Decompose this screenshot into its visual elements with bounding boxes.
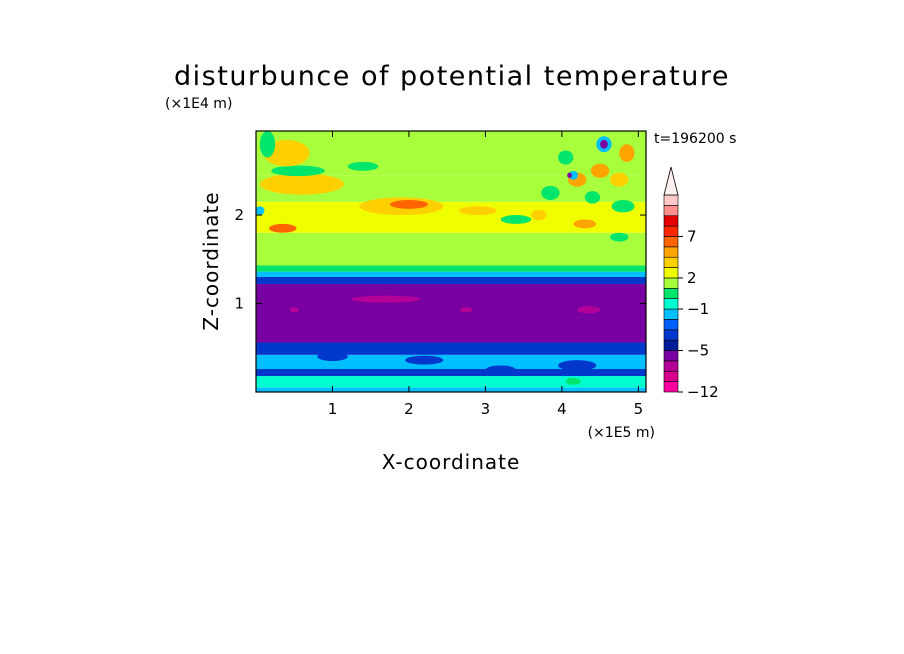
x-axis-label: X-coordinate [382,450,521,474]
field-band [256,265,646,272]
field-feature [573,219,597,229]
x-tick-label: 2 [404,400,414,418]
contour-plot-area [256,131,646,392]
y-tick-label: 2 [234,206,244,224]
field-feature [558,150,574,165]
colorbar-tick-label: 7 [687,227,697,245]
colorbar-swatch [663,298,679,310]
colorbar-swatch [663,225,679,237]
x-tick-label: 1 [328,400,338,418]
field-feature [269,223,297,233]
field-feature [256,206,265,216]
field-feature [531,209,547,221]
field-feature [460,307,473,313]
colorbar-tick-label: 2 [687,269,697,287]
field-feature [600,139,608,149]
field-feature [485,365,516,375]
field-feature [610,232,629,242]
colorbar-tick-label: −1 [687,300,709,318]
colorbar-swatch [663,339,679,351]
field-feature [259,173,344,195]
chart-title: disturbunce of potential temperature [174,61,730,92]
field-band [256,368,646,377]
y-axis: 12 [234,206,646,313]
field-feature [610,172,629,187]
colorbar-swatch [663,370,679,382]
time-label: t=196200 s [654,131,736,147]
colorbar-swatch [663,205,679,217]
colorbar-swatch [663,319,679,331]
x-tick-label: 5 [634,400,644,418]
field-feature [271,165,325,177]
field-band [256,131,646,176]
field-band [256,284,646,343]
colorbar-swatch [663,381,679,393]
colorbar-swatch [663,246,679,258]
x-tick-label: 4 [557,400,567,418]
y-unit-label: (×1E4 m) [165,96,232,112]
field-feature [611,200,635,213]
colorbar-swatch [663,329,679,341]
x-unit-label: (×1E5 m) [588,425,655,441]
colorbar-swatch [663,288,679,299]
field-feature [347,161,379,171]
field-feature [317,352,348,362]
y-tick-label: 1 [234,295,244,313]
field-band [256,354,646,369]
field-band [256,376,646,388]
field-feature [263,139,310,167]
colorbar-tick-label: −5 [687,342,709,360]
field-band [256,271,646,277]
field-feature [584,191,601,204]
field-band [256,276,646,285]
field-feature [500,215,532,224]
colorbar-swatch [663,194,679,206]
colorbar-swatch [663,277,679,289]
field-feature [565,377,582,385]
field-feature [458,206,497,216]
colorbar-tick-label: −12 [687,383,719,401]
x-tick-label: 3 [481,400,491,418]
field-feature [405,355,444,365]
colorbar-swatch [663,308,679,320]
colorbar-swatch [663,256,679,268]
field-feature [389,200,429,209]
field-band [256,387,646,392]
field-feature [567,172,572,178]
field-feature [568,170,578,180]
field-band [256,232,646,266]
colorbar-swatch [663,267,679,279]
field-feature [259,131,276,158]
colorbar-extend-arrow [663,166,679,196]
y-axis-label: Z-coordinate [199,191,223,330]
field-feature [590,163,610,178]
colorbar-swatch [663,236,679,248]
plot-frame [255,130,647,393]
field-feature [577,306,601,314]
colorbar-swatch [663,350,679,362]
x-axis: 1 2 3 4 5 [328,131,643,418]
field-feature [619,144,635,162]
field-feature [558,360,597,371]
field-feature [351,295,421,303]
colorbar-swatch [663,215,679,227]
field-band [256,342,646,355]
colorbar: 7 2 −1 −5 −12 [663,166,719,401]
colorbar-swatch [663,360,679,372]
field-feature [289,307,299,313]
field-feature [541,185,560,201]
